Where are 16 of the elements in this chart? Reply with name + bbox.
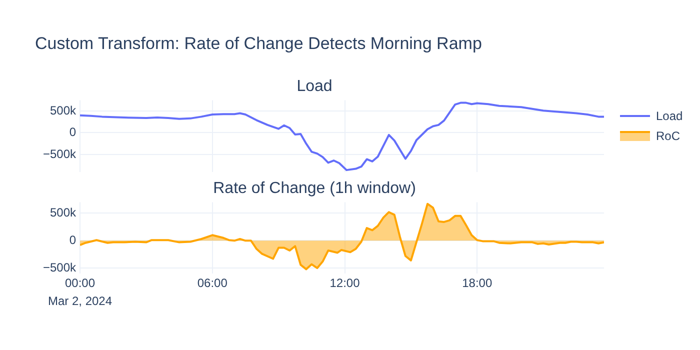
y-tick-label: 500k <box>50 205 77 220</box>
y-tick-label: −500k <box>42 146 77 161</box>
legend-label: RoC <box>656 129 680 143</box>
chart-subtitle: Load <box>296 78 332 96</box>
x-tick-label: 12:00 <box>330 276 360 290</box>
y-tick-label: 0 <box>69 232 76 247</box>
y-tick-label: 0 <box>69 125 76 140</box>
x-tick-label: 00:00 <box>64 276 96 290</box>
chart-title: Custom Transform: Rate of Change Detects Morning Ramp <box>35 34 482 54</box>
y-tick-label: −500k <box>42 260 77 274</box>
chart-title: Rate of Change (1h window) <box>213 180 416 198</box>
x-tick-label: 18:00 <box>462 276 492 290</box>
legend-label: Load <box>656 109 683 123</box>
text: Mar 2, 2024 <box>48 294 112 308</box>
x-tick-label: 06:00 <box>197 276 228 290</box>
y-tick-label: 500k <box>50 103 77 118</box>
